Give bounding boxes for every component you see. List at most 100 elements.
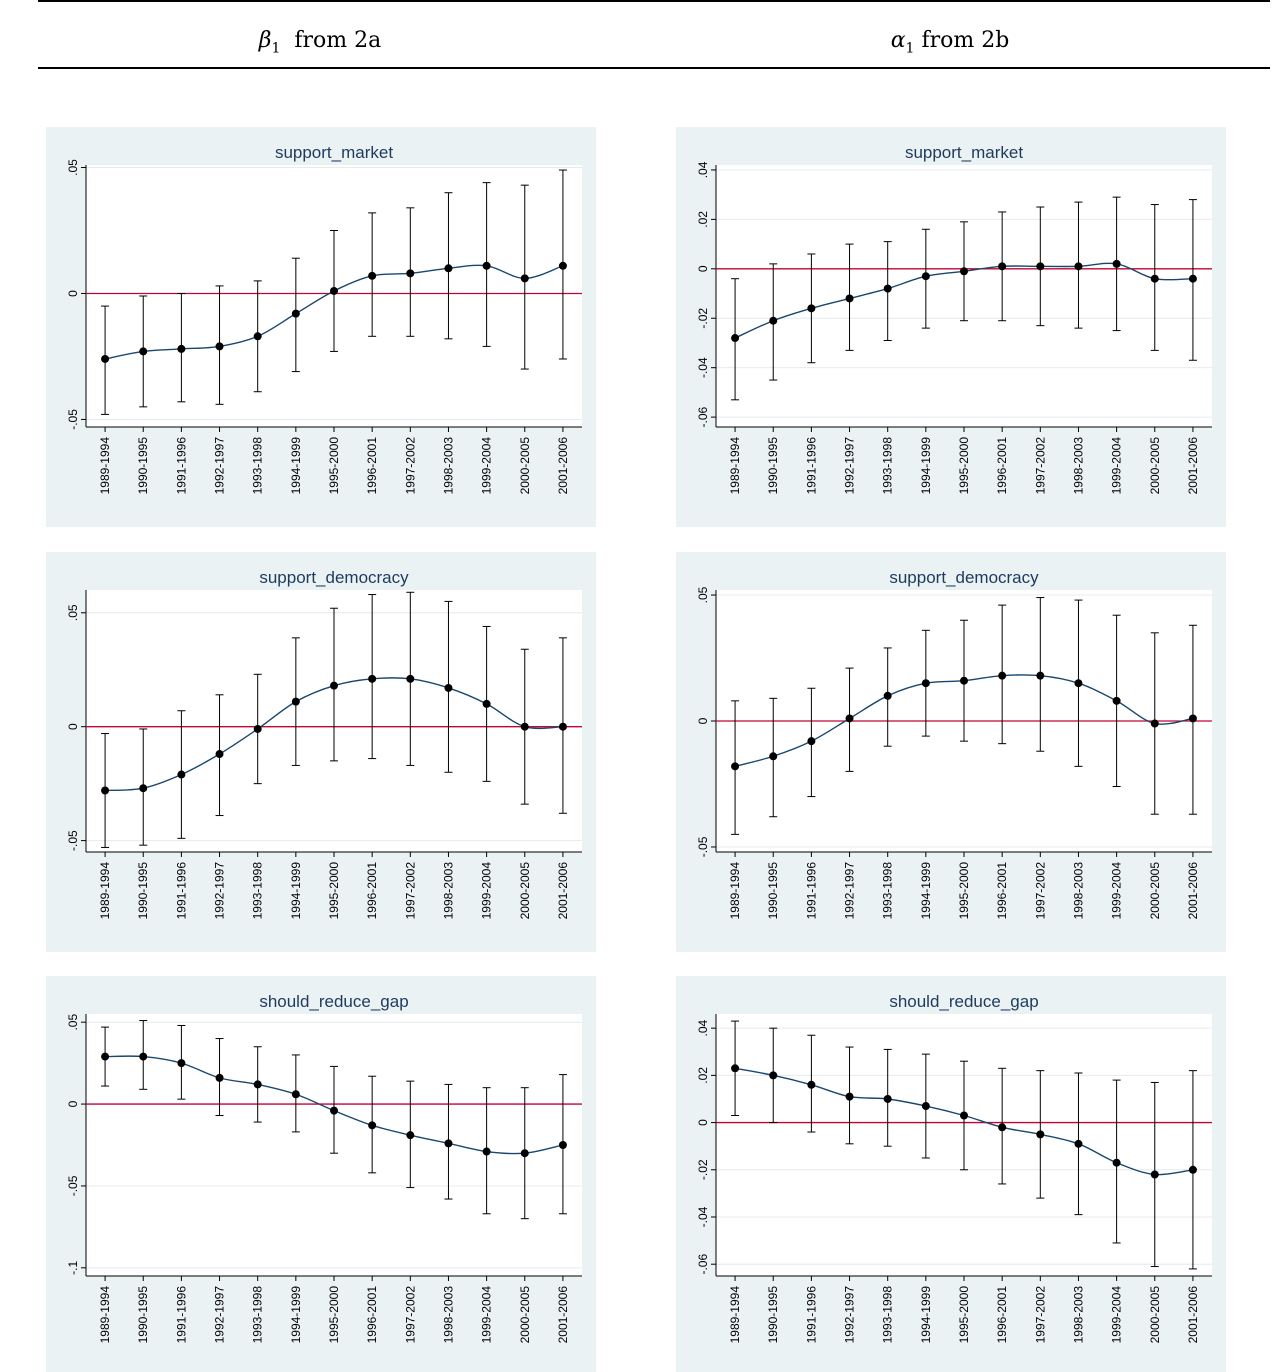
y-tick-label: -.06 [696, 1254, 710, 1275]
chart-panel-5: should_reduce_gap -.1 -.05 0 .05 1989-1994 199… [46, 976, 596, 1372]
x-tick-label: 1997-2002 [1033, 1286, 1047, 1344]
data-point [558, 261, 567, 270]
data-point [520, 722, 529, 731]
data-point [330, 286, 338, 295]
data-point [769, 316, 778, 325]
data-point [291, 697, 300, 706]
y-tick-label: 0 [66, 1100, 80, 1107]
data-point [177, 1059, 186, 1068]
y-tick-label: -.06 [696, 406, 710, 427]
x-tick-label: 2000-2005 [1148, 862, 1162, 920]
x-tick-label: 2000-2005 [518, 437, 532, 495]
x-tick-label: 1996-2001 [995, 862, 1009, 920]
data-point [482, 699, 491, 708]
data-point [368, 271, 377, 280]
y-tick-label: .05 [696, 586, 710, 603]
data-point [921, 1102, 930, 1111]
x-tick-label: 1992-1997 [843, 862, 857, 920]
data-point [482, 261, 491, 270]
x-tick-label: 1991-1996 [174, 1286, 188, 1344]
chart-panel-3: support_democracy -.05 0 .05 1989-1994 1990-1… [46, 552, 596, 952]
x-tick-label: 1997-2002 [403, 1286, 417, 1344]
y-tick-label: .05 [66, 159, 80, 176]
x-tick-label: 1994-1999 [289, 1286, 303, 1344]
x-tick-label: 2001-2006 [1186, 862, 1200, 920]
x-tick-label: 1992-1997 [213, 862, 227, 920]
y-tick-label: -.05 [66, 830, 80, 851]
data-point [558, 722, 567, 731]
data-point [883, 1094, 892, 1103]
x-tick-label: 1990-1995 [136, 437, 150, 495]
chart-title: support_democracy [889, 568, 1039, 587]
y-tick-label: -.1 [66, 1260, 80, 1274]
x-tick-label: 1999-2004 [480, 1286, 494, 1344]
x-tick-label: 1995-2000 [957, 437, 971, 495]
x-tick-label: 1990-1995 [766, 437, 780, 495]
x-tick-label: 1995-2000 [957, 1286, 971, 1344]
x-tick-label: 1993-1998 [881, 1286, 895, 1344]
data-point [520, 274, 529, 283]
data-point [177, 770, 186, 779]
data-point [807, 304, 816, 313]
data-point [215, 342, 224, 351]
x-tick-label: 1999-2004 [480, 862, 494, 920]
data-point [1112, 1158, 1121, 1167]
x-tick-label: 1992-1997 [213, 1286, 227, 1344]
x-tick-label: 1992-1997 [213, 437, 227, 495]
data-point [883, 284, 892, 293]
data-point [998, 1123, 1007, 1132]
header-right-symbol: α [890, 28, 906, 53]
x-tick-label: 1996-2001 [365, 437, 379, 495]
data-point [1074, 679, 1083, 688]
header-rule [38, 67, 1270, 69]
data-point [482, 1147, 491, 1156]
x-tick-label: 2001-2006 [556, 1286, 570, 1344]
data-point [807, 737, 816, 746]
data-point [769, 752, 778, 761]
data-point [215, 750, 224, 759]
x-tick-label: 1994-1999 [289, 437, 303, 495]
x-tick-label: 1994-1999 [919, 1286, 933, 1344]
x-tick-label: 1995-2000 [327, 862, 341, 920]
y-tick-label: .05 [66, 604, 80, 621]
data-point [998, 671, 1007, 680]
x-tick-label: 1992-1997 [843, 437, 857, 495]
data-point [1036, 671, 1045, 680]
data-point [330, 1106, 338, 1115]
data-point [921, 679, 930, 688]
y-tick-label: .02 [696, 211, 710, 228]
data-point [1036, 262, 1045, 271]
x-tick-label: 1996-2001 [995, 437, 1009, 495]
data-point [1188, 274, 1197, 283]
top-rule [38, 0, 1270, 2]
x-tick-label: 1996-2001 [365, 1286, 379, 1344]
x-tick-label: 2001-2006 [1186, 1286, 1200, 1344]
data-point [845, 1092, 854, 1101]
x-tick-label: 1998-2003 [441, 862, 455, 920]
x-tick-label: 1991-1996 [174, 437, 188, 495]
x-tick-label: 2001-2006 [1186, 437, 1200, 495]
chart-title: should_reduce_gap [259, 992, 408, 1011]
data-point [139, 347, 148, 356]
x-tick-label: 2001-2006 [556, 862, 570, 920]
y-tick-label: -.02 [696, 308, 710, 329]
x-tick-label: 1990-1995 [136, 1286, 150, 1344]
chart-panel-6: should_reduce_gap -.06 -.04 -.02 0 .02 .04 1989… [676, 976, 1226, 1372]
x-tick-label: 1999-2004 [480, 437, 494, 495]
data-point [1188, 714, 1197, 723]
data-point [960, 267, 968, 276]
header-right-subscript: 1 [905, 40, 915, 57]
x-tick-label: 1995-2000 [327, 437, 341, 495]
header-left: β1 from 2a [70, 28, 570, 56]
y-tick-label: -.05 [696, 836, 710, 857]
y-tick-label: -.02 [696, 1159, 710, 1180]
x-tick-label: 1994-1999 [919, 437, 933, 495]
x-tick-label: 1993-1998 [251, 1286, 265, 1344]
x-tick-label: 2000-2005 [518, 862, 532, 920]
data-point [368, 674, 377, 683]
x-tick-label: 2000-2005 [518, 1286, 532, 1344]
chart-title: support_market [905, 143, 1023, 162]
x-tick-label: 1991-1996 [174, 862, 188, 920]
data-point [101, 1052, 110, 1061]
data-point [253, 1080, 262, 1089]
